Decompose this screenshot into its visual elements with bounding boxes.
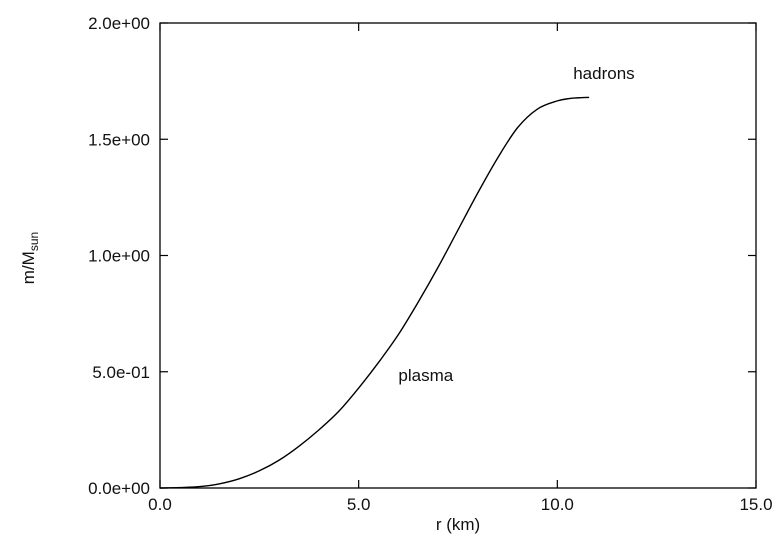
plot-frame <box>159 22 757 489</box>
x-tick-labels: 0.0 5.0 10.0 15.0 <box>148 495 772 514</box>
y-ticks <box>160 22 756 489</box>
annotation-hadrons: hadrons <box>573 64 634 83</box>
y-tick-label: 0.0e+00 <box>88 479 150 498</box>
annotation-plasma: plasma <box>398 366 453 385</box>
svg-text:m/Msun: m/Msun <box>19 232 41 284</box>
y-tick-label: 5.0e-01 <box>92 363 150 382</box>
x-tick-label: 15.0 <box>739 495 772 514</box>
y-tick-label: 2.0e+00 <box>88 14 150 33</box>
y-axis-title-sub: sun <box>27 232 41 251</box>
annotations: hadrons plasma <box>398 64 634 385</box>
y-tick-label: 1.0e+00 <box>88 247 150 266</box>
x-tick-label: 5.0 <box>347 495 371 514</box>
x-ticks <box>159 23 757 488</box>
y-axis-title-main: m/M <box>19 251 38 284</box>
x-tick-label: 0.0 <box>148 495 172 514</box>
series-line-mass-profile <box>159 96 590 489</box>
y-axis-title: m/Msun <box>19 232 41 284</box>
series-lines <box>159 96 590 489</box>
y-tick-label: 1.5e+00 <box>88 130 150 149</box>
y-tick-labels: 0.0e+00 5.0e-01 1.0e+00 1.5e+00 2.0e+00 <box>88 14 150 498</box>
x-tick-label: 10.0 <box>541 495 574 514</box>
x-axis-title: r (km) <box>436 515 480 534</box>
